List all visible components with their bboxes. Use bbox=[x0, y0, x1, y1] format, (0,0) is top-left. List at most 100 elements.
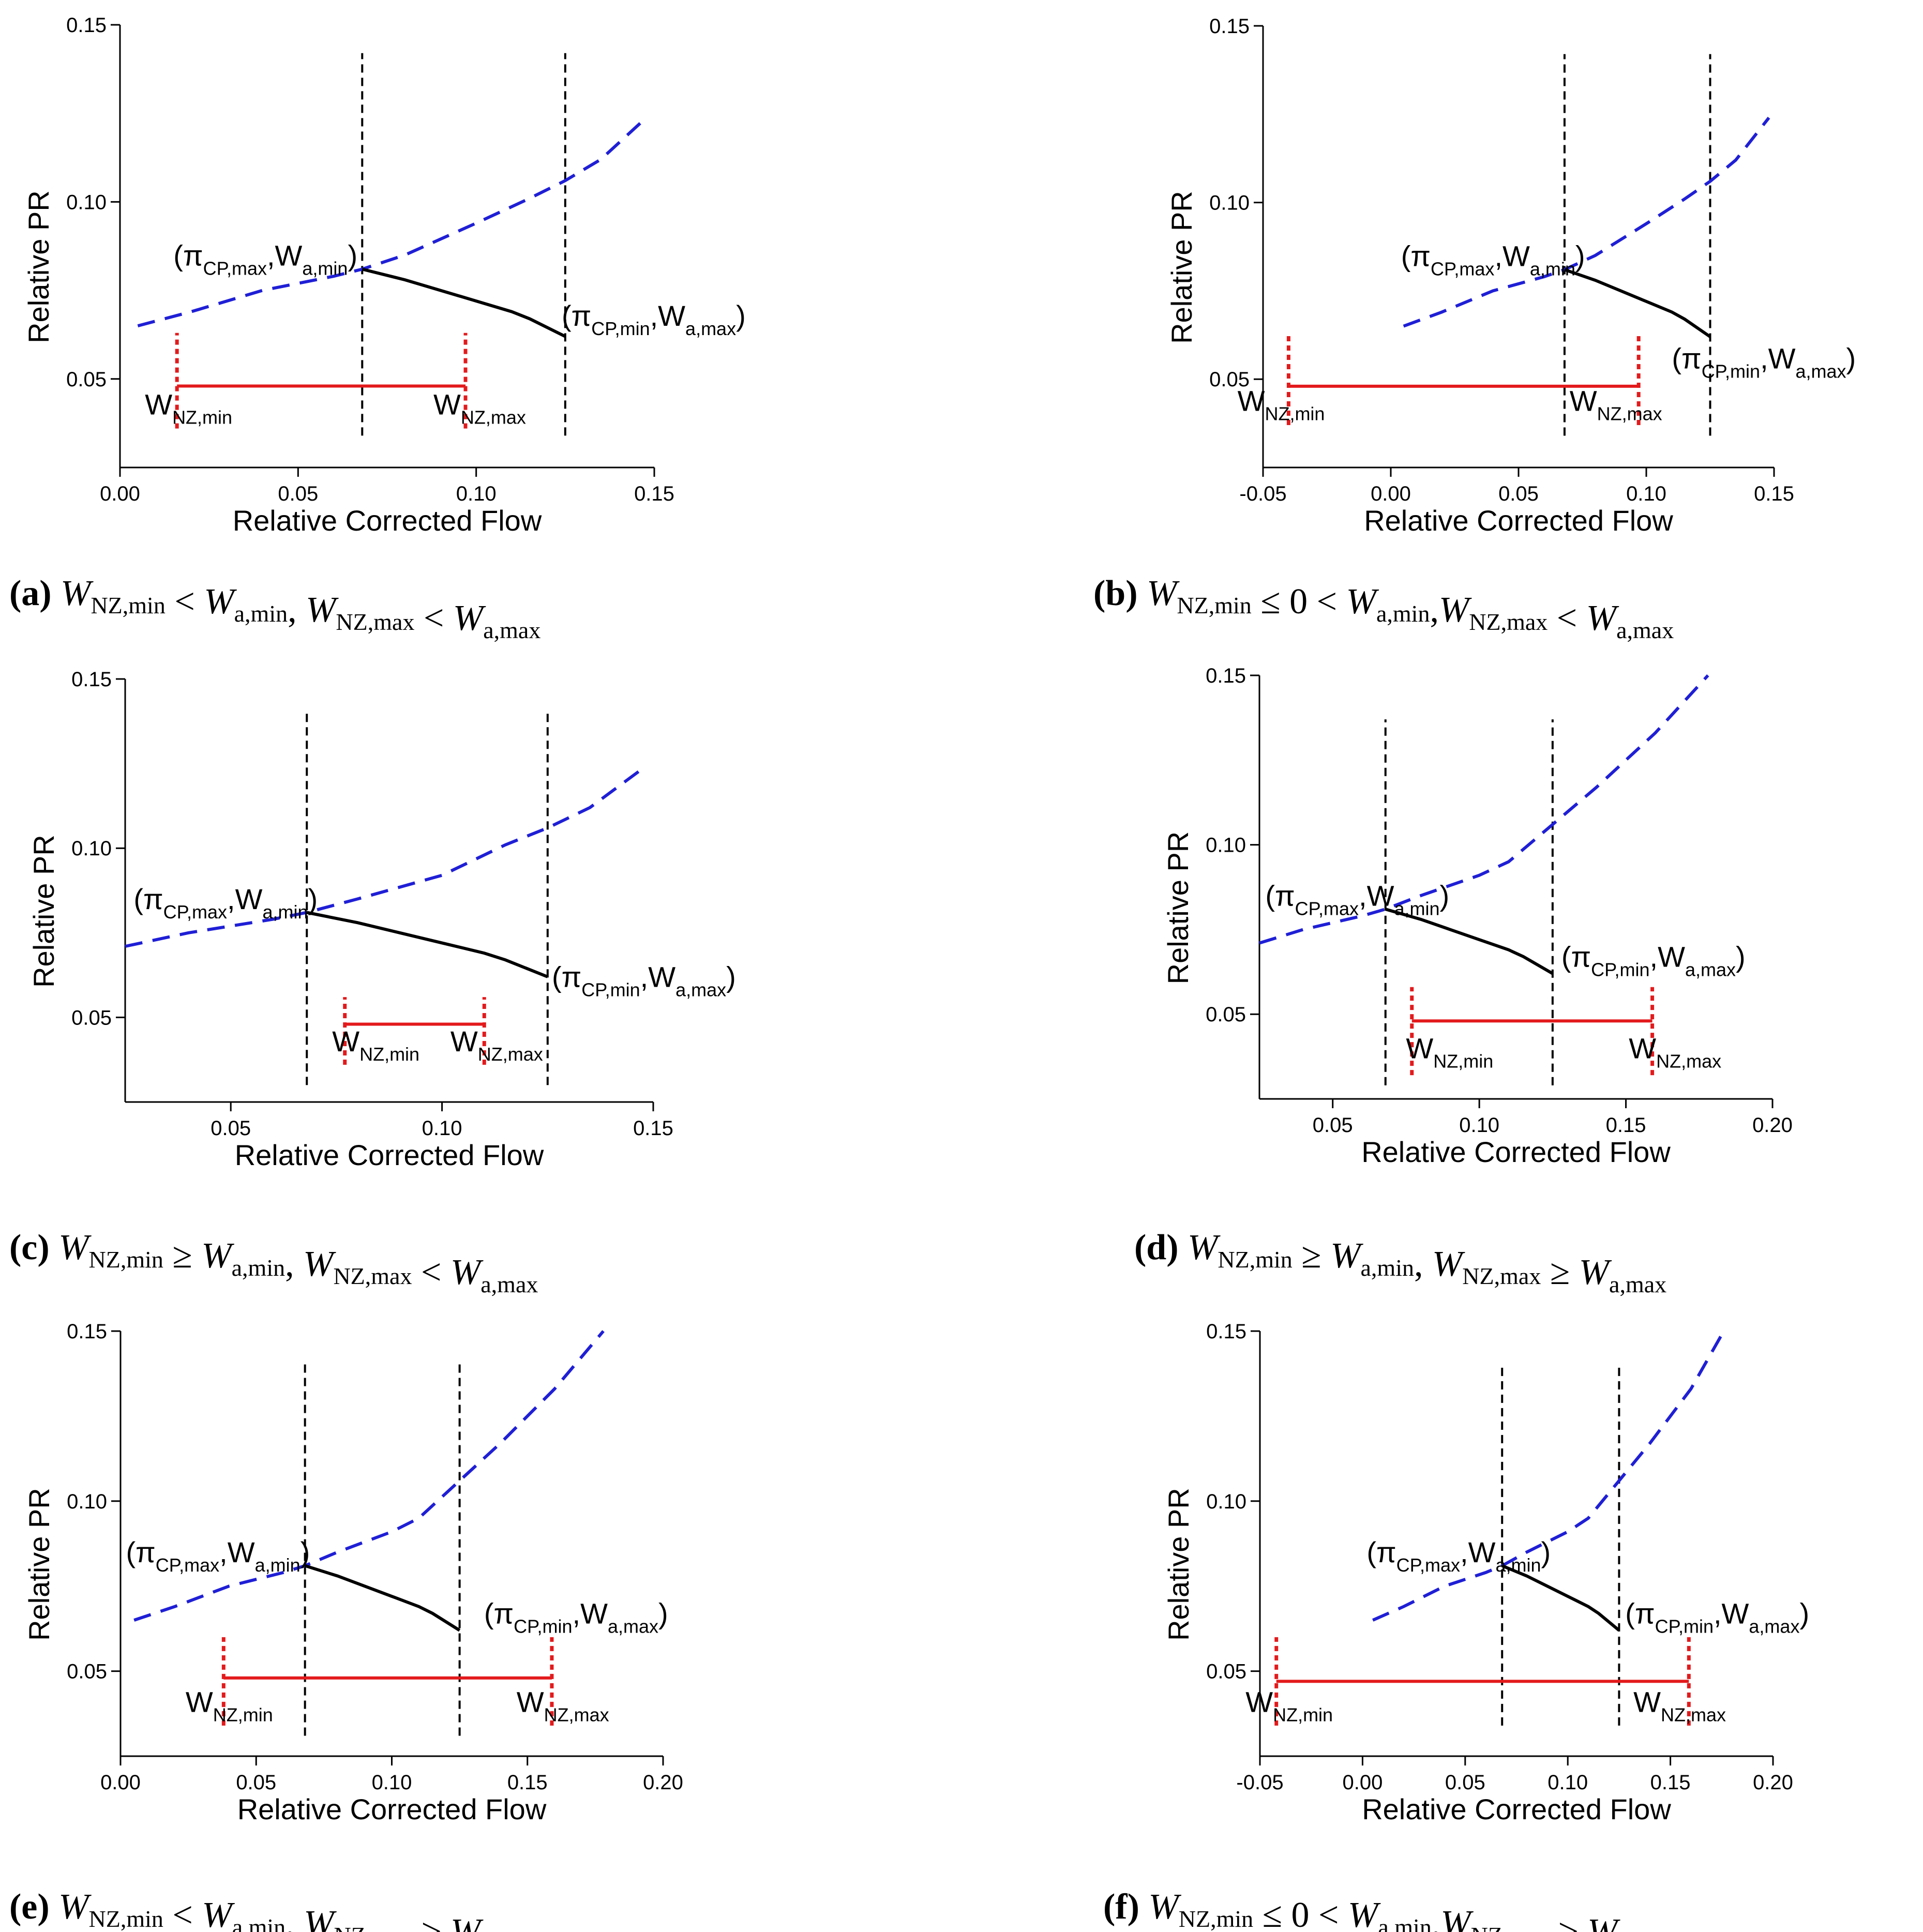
operating-line bbox=[1259, 674, 1709, 945]
caption-subscript: NZ,max bbox=[336, 609, 414, 635]
point-annotation: (πCP,max,Wa,min) bbox=[1265, 880, 1449, 919]
caption-subscript: NZ,max bbox=[334, 1922, 413, 1932]
panel-caption-d: (d) WNZ,min ≥ Wa,min, WNZ,max ≥ Wa,max bbox=[1134, 1228, 1666, 1297]
caption-gap bbox=[1138, 573, 1147, 613]
annotation-text: ) bbox=[308, 883, 318, 915]
y-tick-label: 0.10 bbox=[1206, 1490, 1246, 1513]
caption-subscript: a,min bbox=[1376, 600, 1430, 627]
annotation-text: W bbox=[1406, 1032, 1433, 1064]
panel-caption-f: (f) WNZ,min ≤ 0 < Wa,min,WNZ,max ≥ Wa,ma… bbox=[1103, 1887, 1675, 1932]
point-annotation: (πCP,min,Wa,max) bbox=[484, 1597, 668, 1637]
y-tick-label: 0.05 bbox=[1209, 368, 1250, 391]
x-tick-label: 0.20 bbox=[1752, 1114, 1793, 1137]
x-tick-label: 0.05 bbox=[1445, 1771, 1485, 1794]
annotation-subscript: NZ,min bbox=[172, 406, 232, 428]
y-tick-label: 0.10 bbox=[1206, 834, 1246, 857]
caption-subscript: NZ,min bbox=[1177, 592, 1251, 618]
caption-operator: , bbox=[1414, 1244, 1432, 1284]
annotation-subscript: NZ,min bbox=[1265, 403, 1325, 425]
x-tick-label: 0.05 bbox=[1313, 1114, 1353, 1137]
caption-symbol: W bbox=[450, 1252, 484, 1292]
annotation-text: (π bbox=[126, 1536, 155, 1568]
operating-line bbox=[137, 115, 649, 327]
annotation-subscript: a,max bbox=[675, 979, 726, 1001]
caption-symbol: W bbox=[1148, 1887, 1181, 1927]
x-tick-label: 0.10 bbox=[1626, 482, 1666, 505]
operating-line bbox=[133, 1330, 605, 1622]
x-axis-title: Relative Corrected Flow bbox=[237, 1793, 547, 1825]
x-tick-label: 0.15 bbox=[1650, 1771, 1691, 1794]
caption-symbol: W bbox=[1587, 1912, 1620, 1932]
y-tick-label: 0.05 bbox=[1206, 1661, 1246, 1683]
y-tick-label: 0.15 bbox=[1209, 15, 1250, 38]
caption-subscript: a,max bbox=[1609, 1271, 1666, 1297]
caption-operator: , bbox=[286, 1904, 304, 1932]
caption-gap bbox=[50, 1228, 59, 1267]
annotation-text: ) bbox=[1846, 342, 1856, 375]
annotation-text: (π bbox=[133, 883, 163, 915]
point-annotation: WNZ,min bbox=[1406, 1032, 1493, 1071]
pr-limit-curve bbox=[306, 911, 548, 978]
caption-symbol: W bbox=[202, 1895, 235, 1932]
y-axis-title: Relative PR bbox=[23, 1488, 55, 1641]
y-tick-label: 0.15 bbox=[1206, 665, 1246, 687]
annotation-subscript: NZ,min bbox=[359, 1044, 419, 1065]
annotation-subscript: a,max bbox=[685, 318, 736, 339]
y-tick-label: 0.15 bbox=[67, 1320, 107, 1343]
x-tick-label: 0.10 bbox=[456, 482, 497, 505]
caption-symbol: W bbox=[304, 1904, 337, 1932]
caption-subscript: a,min bbox=[1378, 1914, 1431, 1932]
annotation-subscript: a,min bbox=[1394, 898, 1439, 919]
annotation-text: ,W bbox=[573, 1597, 608, 1630]
x-axis-title: Relative Corrected Flow bbox=[1361, 1136, 1671, 1168]
caption-operator: ≥ bbox=[1550, 1912, 1587, 1932]
panel-caption-e: (e) WNZ,min < Wa,min, WNZ,max ≥ Wa,max bbox=[9, 1887, 538, 1932]
caption-subscript: NZ,min bbox=[89, 1246, 163, 1273]
annotation-text: ,W bbox=[1359, 880, 1394, 912]
caption-symbol: W bbox=[1439, 590, 1472, 630]
y-tick-label: 0.05 bbox=[67, 1661, 107, 1683]
caption-symbol: W bbox=[1348, 1895, 1381, 1932]
annotation-subscript: a,max bbox=[1685, 959, 1736, 980]
x-tick-label: -0.05 bbox=[1239, 482, 1286, 505]
caption-operator: , bbox=[1432, 1904, 1441, 1932]
caption-gap bbox=[1139, 1887, 1149, 1927]
point-annotation: (πCP,min,Wa,max) bbox=[1672, 342, 1856, 382]
annotation-subscript: CP,min bbox=[1655, 1616, 1714, 1637]
caption-operator: ≥ bbox=[1541, 1252, 1579, 1292]
caption-symbol: W bbox=[1440, 1904, 1474, 1932]
annotation-subscript: a,max bbox=[608, 1616, 658, 1637]
y-tick-label: 0.05 bbox=[1206, 1003, 1246, 1026]
caption-symbol: W bbox=[204, 582, 237, 622]
annotation-text: ,W bbox=[1460, 1536, 1496, 1568]
caption-subscript: a,max bbox=[1617, 1930, 1675, 1932]
annotation-text: W bbox=[1633, 1686, 1661, 1718]
pr-limit-curve bbox=[304, 1564, 461, 1632]
annotation-text: ,W bbox=[219, 1536, 255, 1568]
caption-subscript: NZ,max bbox=[1471, 1922, 1550, 1932]
caption-symbol: W bbox=[58, 1887, 92, 1927]
annotation-text: ) bbox=[301, 1536, 310, 1568]
x-axis-title: Relative Corrected Flow bbox=[1364, 504, 1673, 537]
annotation-subscript: NZ,min bbox=[1273, 1704, 1333, 1726]
annotation-text: ,W bbox=[1494, 240, 1530, 273]
operating-line bbox=[125, 765, 646, 948]
annotation-subscript: a,min bbox=[1530, 259, 1575, 280]
y-tick-label: 0.10 bbox=[67, 1490, 107, 1513]
caption-subscript: NZ,max bbox=[1469, 609, 1548, 635]
point-annotation: (πCP,min,Wa,max) bbox=[562, 299, 746, 339]
annotation-subscript: a,max bbox=[1796, 361, 1846, 382]
caption-operator: ≤ 0 < bbox=[1252, 582, 1346, 622]
annotation-subscript: a,min bbox=[262, 901, 308, 923]
x-tick-label: 0.10 bbox=[1459, 1114, 1499, 1137]
annotation-text: (π bbox=[1625, 1597, 1655, 1630]
annotation-text: ) bbox=[1439, 880, 1449, 912]
annotation-text: ) bbox=[1575, 240, 1585, 273]
y-tick-label: 0.10 bbox=[71, 837, 112, 860]
annotation-subscript: CP,max bbox=[156, 1554, 219, 1576]
y-tick-label: 0.15 bbox=[1206, 1320, 1246, 1343]
x-axis-title: Relative Corrected Flow bbox=[235, 1139, 544, 1171]
annotation-text: (π bbox=[562, 299, 591, 332]
caption-symbol: W bbox=[1586, 598, 1619, 638]
